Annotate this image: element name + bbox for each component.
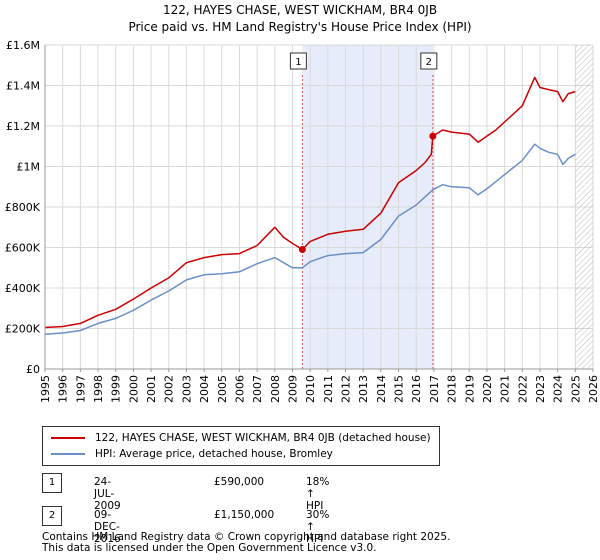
- annotation-label: 1: [295, 57, 301, 68]
- footer-licence: This data is licensed under the Open Gov…: [42, 542, 377, 554]
- y-tick-label: £1M: [17, 161, 41, 174]
- x-tick-label: 2007: [251, 375, 264, 403]
- x-tick-label: 1998: [92, 375, 105, 403]
- y-tick-label: £600K: [5, 242, 41, 255]
- sale-badge: 1: [42, 473, 62, 493]
- x-tick-label: 2010: [304, 375, 317, 403]
- annotation-label: 2: [426, 57, 432, 68]
- x-tick-label: 2000: [127, 375, 140, 403]
- x-tick-label: 1995: [39, 375, 52, 403]
- series-line-hpi: [44, 143, 576, 335]
- chart-title: 122, HAYES CHASE, WEST WICKHAM, BR4 0JB: [163, 3, 437, 17]
- legend-label-property: 122, HAYES CHASE, WEST WICKHAM, BR4 0JB …: [95, 432, 431, 444]
- x-tick-label: 2006: [233, 375, 246, 403]
- sale-price: £590,000: [214, 476, 265, 488]
- x-tick-label: 2003: [180, 375, 193, 403]
- x-tick-label: 2005: [216, 375, 229, 403]
- legend-label-hpi: HPI: Average price, detached house, Brom…: [95, 448, 333, 460]
- sale-point: [429, 132, 437, 140]
- x-tick-label: 1997: [74, 375, 87, 403]
- x-tick-label: 2025: [569, 375, 582, 403]
- sale-price: £1,150,000: [214, 509, 275, 521]
- x-tick-label: 2026: [587, 375, 600, 403]
- x-tick-label: 2011: [322, 375, 335, 403]
- chart-subtitle: Price paid vs. HM Land Registry's House …: [128, 20, 471, 34]
- x-tick-label: 2001: [145, 375, 158, 403]
- x-tick-label: 2016: [410, 375, 423, 403]
- x-tick-label: 1999: [110, 375, 123, 403]
- sale-date: 09-DEC-2016: [94, 509, 121, 545]
- price-chart: 122, HAYES CHASE, WEST WICKHAM, BR4 0JB …: [5, 3, 600, 403]
- y-tick-label: £0: [26, 363, 40, 376]
- chart-svg: 122, HAYES CHASE, WEST WICKHAM, BR4 0JB …: [5, 3, 600, 403]
- y-tick-label: £800K: [5, 201, 41, 214]
- x-tick-label: 2014: [375, 375, 388, 403]
- x-tick-label: 2012: [340, 375, 353, 403]
- y-tick-label: £1.2M: [6, 120, 40, 133]
- x-tick-label: 2024: [552, 375, 565, 403]
- x-tick-label: 2009: [286, 375, 299, 403]
- sale-hpi-change: 30% ↑ HPI: [306, 509, 330, 545]
- x-tick-label: 2020: [481, 375, 494, 403]
- forecast-hatch: [575, 45, 593, 369]
- legend-item-hpi: HPI: Average price, detached house, Brom…: [51, 446, 333, 462]
- sale-point: [298, 246, 306, 254]
- x-tick-label: 2004: [198, 375, 211, 403]
- y-tick-label: £400K: [5, 282, 41, 295]
- x-tick-label: 2021: [499, 375, 512, 403]
- footer: Contains HM Land Registry data © Crown c…: [42, 532, 592, 554]
- legend-swatch-hpi: [51, 453, 85, 455]
- x-tick-label: 2015: [393, 375, 406, 403]
- x-tick-label: 2022: [516, 375, 529, 403]
- legend: 122, HAYES CHASE, WEST WICKHAM, BR4 0JB …: [42, 426, 440, 466]
- series-line-property: [44, 76, 576, 329]
- x-tick-label: 2002: [163, 375, 176, 403]
- x-tick-label: 2023: [534, 375, 547, 403]
- legend-item-property: 122, HAYES CHASE, WEST WICKHAM, BR4 0JB …: [51, 430, 431, 446]
- sale-badge: 2: [42, 506, 62, 526]
- x-tick-label: 1996: [57, 375, 70, 403]
- legend-swatch-property: [51, 437, 85, 439]
- annotation-box: [420, 52, 438, 70]
- sale-hpi-change: 18% ↑ HPI: [306, 476, 330, 512]
- x-tick-label: 2019: [463, 375, 476, 403]
- x-tick-label: 2013: [357, 375, 370, 403]
- sale-date: 24-JUL-2009: [94, 476, 121, 512]
- x-tick-label: 2018: [446, 375, 459, 403]
- x-tick-label: 2008: [269, 375, 282, 403]
- y-tick-label: £1.6M: [6, 39, 40, 52]
- annotation-box: [289, 52, 307, 70]
- x-tick-label: 2017: [428, 375, 441, 403]
- footer-copyright: Contains HM Land Registry data © Crown c…: [42, 531, 451, 543]
- y-tick-label: £200K: [5, 323, 41, 336]
- y-tick-label: £1.4M: [6, 80, 40, 93]
